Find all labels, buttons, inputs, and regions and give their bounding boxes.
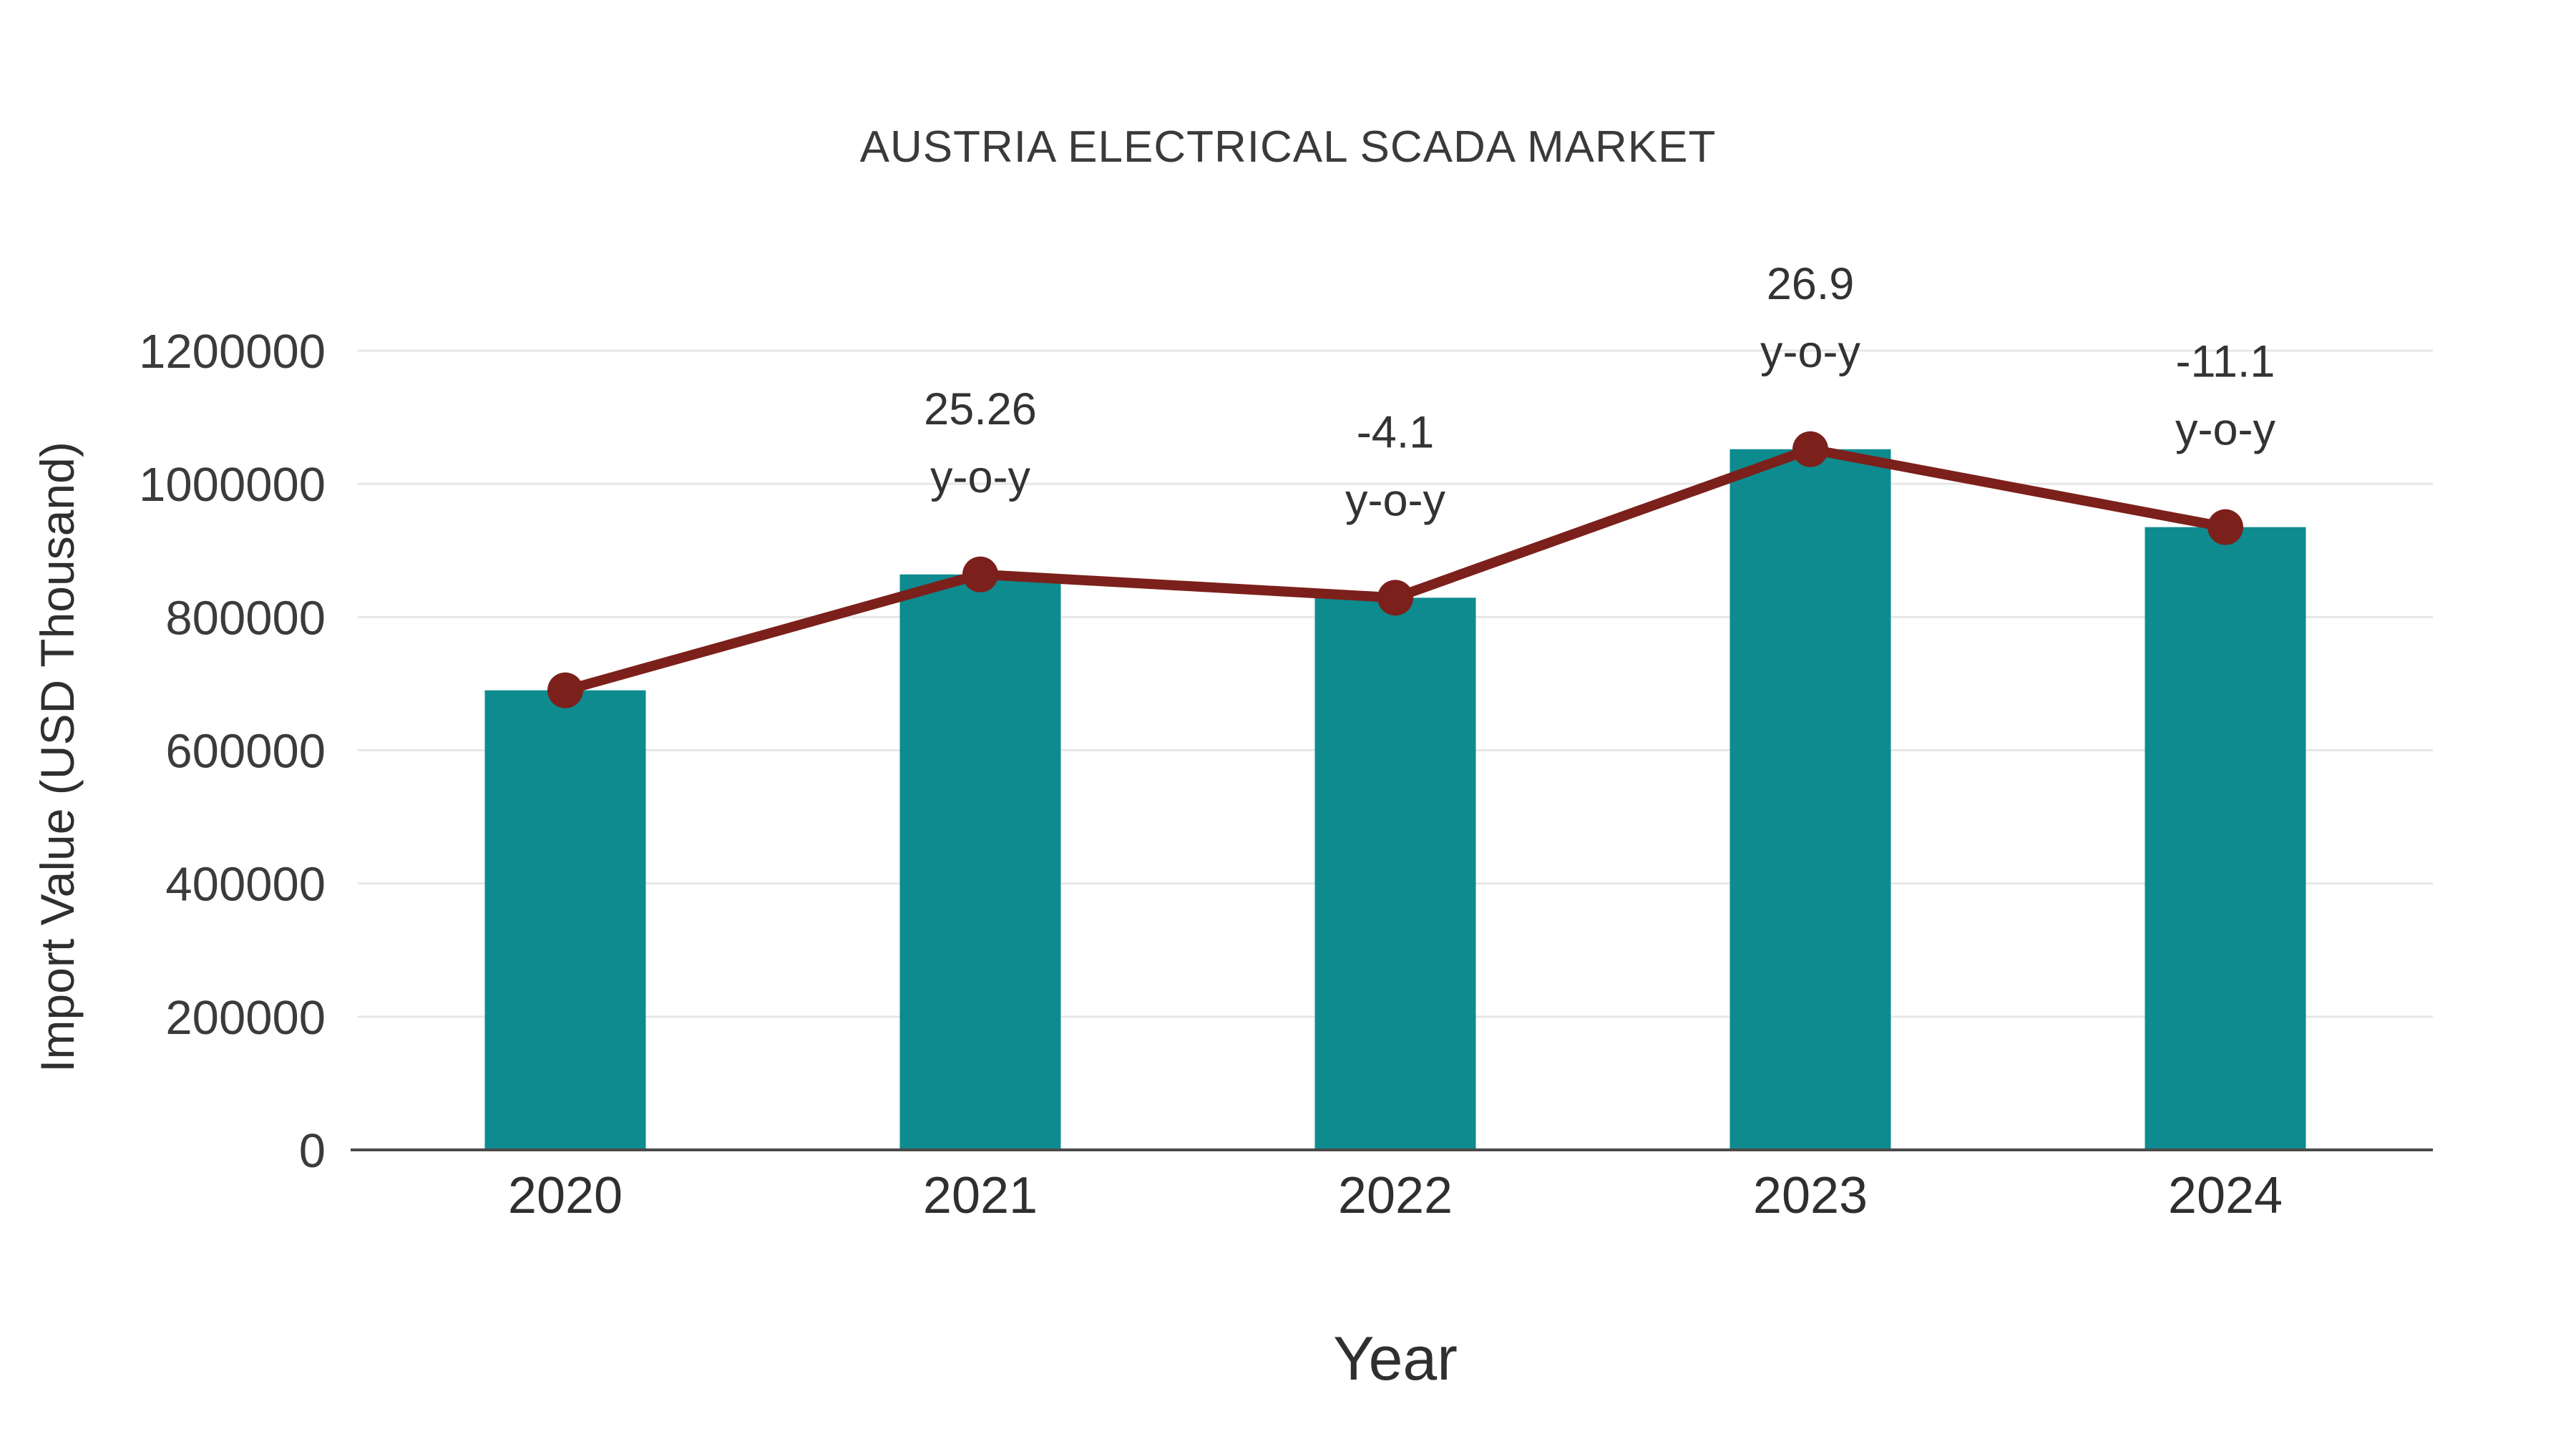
bar	[484, 690, 646, 1150]
x-tick-label: 2020	[508, 1167, 623, 1224]
bar	[899, 574, 1061, 1150]
line-marker	[2207, 509, 2243, 545]
annotation-suffix: y-o-y	[1345, 475, 1445, 525]
y-tick-label: 200000	[165, 991, 326, 1045]
line-marker	[547, 672, 583, 708]
line-marker	[962, 556, 998, 592]
x-tick-label: 2023	[1753, 1167, 1868, 1224]
annotation-value: -4.1	[1357, 407, 1435, 457]
annotation-value: 25.26	[924, 384, 1037, 434]
annotation-value: -11.1	[2176, 337, 2275, 387]
annotation-value: 26.9	[1767, 259, 1855, 309]
y-tick-label: 400000	[165, 858, 326, 912]
chart-title: AUSTRIA ELECTRICAL SCADA MARKET	[859, 122, 1717, 172]
y-tick-label: 1000000	[139, 458, 326, 512]
y-tick-label: 0	[299, 1124, 326, 1178]
x-axis-label: Year	[1333, 1324, 1458, 1393]
y-tick-label: 1200000	[139, 325, 326, 379]
annotation-suffix: y-o-y	[930, 452, 1030, 502]
x-tick-label: 2024	[2168, 1167, 2283, 1224]
x-tick-label: 2022	[1338, 1167, 1453, 1224]
y-tick-label: 800000	[165, 591, 326, 645]
annotation-suffix: y-o-y	[2175, 405, 2275, 455]
line-marker	[1792, 431, 1828, 467]
annotation-suffix: y-o-y	[1760, 327, 1860, 377]
y-tick-label: 600000	[165, 725, 326, 779]
bar	[1314, 597, 1476, 1150]
bar	[2145, 527, 2306, 1150]
x-tick-label: 2021	[923, 1167, 1038, 1224]
line-marker	[1377, 580, 1413, 616]
bar	[1729, 449, 1891, 1150]
